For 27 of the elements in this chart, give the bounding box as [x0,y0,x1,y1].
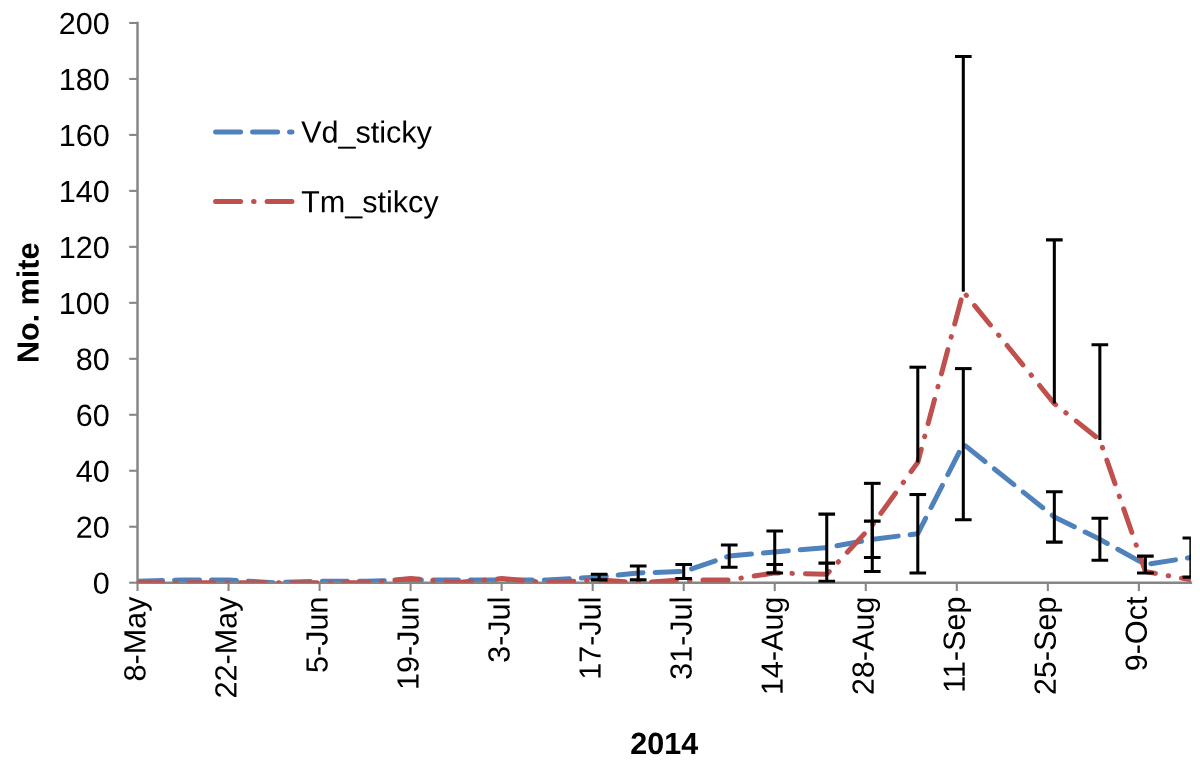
x-tick-label: 25-Sep [1034,597,1063,694]
x-tick-label: 19-Jun [397,598,419,688]
legend-label: Vd_sticky [301,120,432,149]
y-tick-label: 40 [76,460,109,483]
legend-label: Tm_stikcy [301,190,439,219]
x-tick-label: 14-Aug [761,598,789,693]
y-tick-label: 100 [61,292,109,315]
x-tick-label: 8-May [124,596,152,681]
y-tick-label: 180 [61,68,109,91]
y-tick-label: 200 [60,12,109,35]
x-tick-label: 9-Oct [1125,596,1148,670]
y-tick-label: 20 [77,516,109,539]
x-tick-label: 5-Jun [306,598,328,672]
y-tick-label: 140 [61,180,109,203]
y-axis-title: No. mite [16,243,39,362]
x-axis-title: 2014 [631,732,699,755]
y-tick-label: 0 [93,572,109,595]
x-tick-label: 31-Jul [669,598,692,679]
x-tick-label: 3-Jul [487,598,510,662]
x-tick-label: 22-May [215,596,243,697]
y-tick-label: 80 [77,348,109,371]
y-tick-label: 60 [77,404,109,427]
x-tick-label: 11-Sep [943,597,972,691]
x-tick-label: 28-Aug [852,598,881,694]
y-tick-label: 120 [61,236,109,259]
x-tick-label: 17-Jul [578,598,601,678]
y-tick-label: 160 [61,124,109,147]
